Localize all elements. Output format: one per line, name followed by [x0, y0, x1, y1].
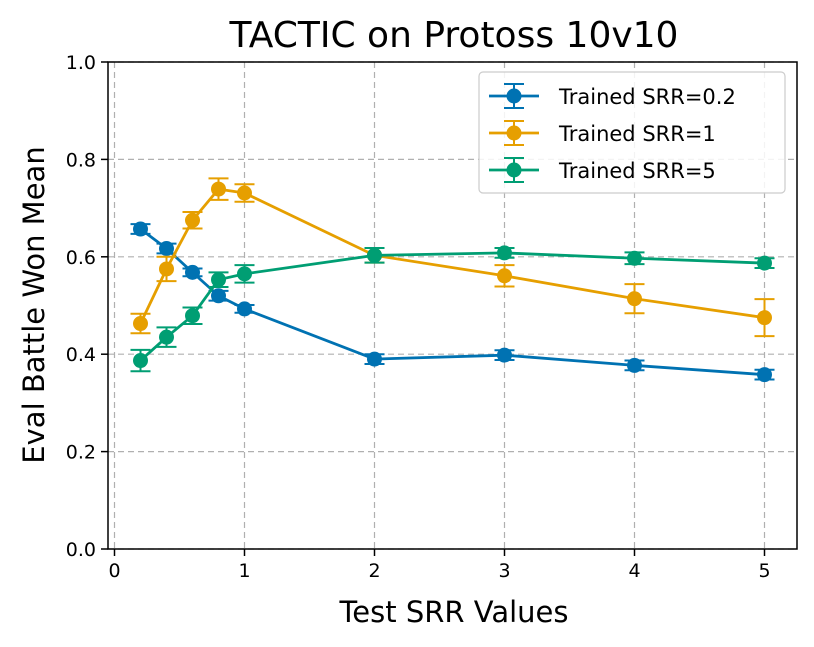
legend: Trained SRR=0.2 Trained SRR=1 Trained SRR=… — [478, 71, 786, 194]
y-tick-label: 0.4 — [66, 344, 96, 366]
legend-marker — [506, 88, 522, 104]
data-point — [497, 347, 512, 363]
y-tick-label: 0.8 — [66, 149, 96, 171]
data-point — [237, 301, 252, 317]
data-point — [497, 268, 512, 284]
legend-item-3: Trained SRR=5 — [489, 157, 716, 183]
data-point — [497, 245, 512, 261]
legend-label: Trained SRR=5 — [558, 159, 716, 183]
data-point — [237, 266, 252, 282]
data-point — [185, 308, 200, 324]
data-point — [757, 255, 772, 271]
y-tick-label: 1.0 — [66, 52, 96, 74]
axes: 0.0 0.2 0.4 0.6 0.8 1.0 0 1 2 3 4 5 — [66, 52, 771, 582]
data-point — [159, 329, 174, 345]
data-point — [211, 288, 226, 304]
legend-item-1: Trained SRR=0.2 — [489, 83, 736, 109]
legend-item-2: Trained SRR=1 — [489, 120, 716, 146]
data-point — [185, 264, 200, 280]
y-tick-label: 0.2 — [66, 442, 96, 464]
data-point — [211, 272, 226, 288]
data-point — [133, 316, 148, 332]
x-tick-label: 1 — [238, 560, 250, 582]
chart-title: TACTIC on Protoss 10v10 — [229, 15, 679, 56]
data-point — [159, 261, 174, 277]
legend-marker — [506, 125, 522, 141]
series-2 — [130, 177, 775, 338]
series-group — [130, 177, 775, 383]
data-point — [757, 367, 772, 383]
legend-label: Trained SRR=1 — [558, 122, 716, 146]
legend-box — [478, 71, 786, 194]
data-point — [159, 241, 174, 257]
y-tick-label: 0.0 — [66, 539, 96, 561]
x-tick-label: 2 — [368, 560, 380, 582]
data-point — [211, 181, 226, 197]
data-point — [627, 250, 642, 266]
x-axis-label: Test SRR Values — [339, 595, 569, 629]
data-point — [757, 310, 772, 326]
plot-frame — [107, 61, 798, 550]
series-3 — [130, 245, 775, 373]
data-point — [133, 353, 148, 369]
x-tick-label: 4 — [628, 560, 640, 582]
data-point — [185, 212, 200, 228]
y-axis-label: Eval Battle Won Mean — [17, 146, 51, 463]
y-tick-label: 0.6 — [66, 247, 96, 269]
data-point — [367, 247, 382, 263]
data-point — [627, 357, 642, 373]
x-tick-label: 5 — [758, 560, 770, 582]
data-point — [133, 221, 148, 237]
data-point — [627, 291, 642, 307]
legend-label: Trained SRR=0.2 — [558, 85, 736, 109]
legend-marker — [506, 162, 522, 178]
x-tick-label: 0 — [108, 560, 120, 582]
x-tick-label: 3 — [498, 560, 510, 582]
data-point — [237, 185, 252, 201]
data-point — [367, 351, 382, 367]
